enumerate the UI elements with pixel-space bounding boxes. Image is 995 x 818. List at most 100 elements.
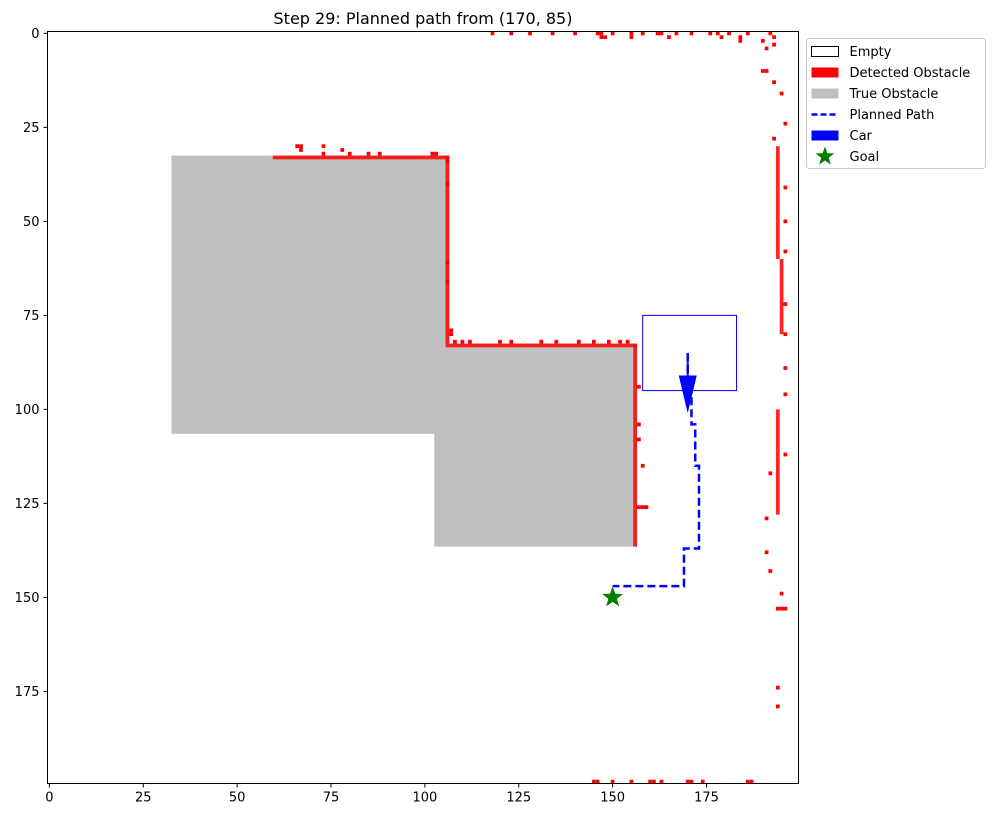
detected-obstacle-cell [640, 463, 645, 468]
x-tick-label: 25 [135, 791, 152, 806]
detected-obstacle-cell [434, 151, 439, 156]
detected-obstacle-cell [637, 437, 641, 442]
detected-obstacle-cell [629, 31, 634, 36]
detected-obstacle-cell [783, 606, 788, 611]
detected-obstacle-cell [591, 339, 596, 344]
detected-obstacle-cell [445, 181, 450, 186]
detected-obstacle-cell [640, 31, 645, 36]
detected-obstacle-cell [768, 471, 773, 476]
detected-obstacle-segment [445, 155, 450, 344]
detected-obstacle-cell [783, 219, 788, 224]
detected-obstacle-cell [445, 159, 450, 164]
detected-obstacle-cell [783, 249, 788, 254]
legend-handle-patch [811, 130, 839, 141]
detected-obstacle-cell [772, 42, 776, 47]
true-obstacle-region [434, 343, 638, 547]
detected-obstacle-cell [745, 31, 750, 36]
detected-obstacle-cell [295, 144, 300, 149]
detected-obstacle-cell [599, 35, 604, 40]
detected-obstacle-cell [749, 779, 754, 784]
detected-obstacle-cell [299, 144, 303, 149]
y-tick-label: 0 [31, 27, 39, 42]
y-tick-label: 50 [23, 215, 40, 230]
detected-obstacle-cell [708, 31, 713, 36]
detected-obstacle-cell [449, 332, 454, 337]
x-tick-label: 125 [506, 791, 531, 806]
detected-obstacle-cell [430, 151, 435, 156]
detected-obstacle-cell [738, 35, 743, 40]
detected-obstacle-segment [445, 343, 638, 348]
detected-obstacle-cell [764, 550, 769, 555]
detected-obstacle-cell [655, 31, 660, 36]
detected-obstacle-cell [719, 35, 724, 40]
legend-box [806, 38, 986, 169]
detected-obstacle-cell [772, 35, 776, 40]
detected-obstacle-cell [299, 148, 303, 152]
detected-obstacle-cell [640, 505, 645, 510]
goal-layer [602, 586, 624, 607]
detected-obstacle-cell [652, 779, 656, 784]
y-tick-label: 75 [23, 309, 40, 324]
y-tick-label: 125 [15, 497, 40, 512]
detected-obstacle-cell [659, 779, 664, 784]
legend-label: Car [850, 129, 873, 144]
detected-obstacle-cell [509, 339, 514, 344]
detected-obstacle-cell [644, 505, 649, 510]
detected-obstacle-cell [576, 339, 581, 344]
detected-obstacle-cell [637, 422, 641, 427]
detected-obstacle-cell [764, 516, 769, 521]
detected-obstacle-cell [321, 144, 326, 149]
detected-obstacle-cell [685, 779, 690, 784]
detected-obstacle-cell [659, 31, 664, 36]
detected-obstacle-cell [779, 606, 784, 611]
legend-label: Empty [850, 45, 892, 60]
x-tick-label: 0 [45, 791, 53, 806]
legend-handle-patch [811, 88, 839, 99]
y-tick-label: 150 [15, 591, 40, 606]
detected-obstacle-cell [468, 339, 472, 344]
detected-obstacle-cell [340, 148, 345, 152]
detected-obstacle-cell [783, 185, 788, 190]
true-obstacle-layer [171, 155, 638, 547]
legend-handle-empty [811, 46, 839, 57]
goal-marker [602, 586, 624, 607]
plot-area [47, 31, 799, 784]
detected-obstacle-segment [779, 258, 784, 335]
x-tick-label: 175 [694, 791, 719, 806]
x-tick-label: 75 [323, 791, 340, 806]
detected-obstacle-cell [445, 279, 450, 284]
detected-obstacle-segment [775, 146, 780, 259]
legend-handle-star [815, 146, 835, 165]
detected-obstacle-cell [637, 384, 641, 389]
legend: Empty Detected Obstacle True Obstacle Plann… [806, 38, 986, 169]
detected-obstacle-cell [610, 31, 615, 36]
y-tick-label: 175 [15, 685, 40, 700]
detected-obstacle-cell [528, 31, 532, 36]
car-heading-arrow [678, 375, 697, 414]
detected-obstacle-cell [629, 35, 634, 40]
detected-obstacle-cell [377, 151, 382, 156]
detected-obstacle-cell [738, 39, 743, 43]
detected-obstacle-cell [783, 302, 788, 306]
x-tick-label: 100 [412, 791, 437, 806]
detected-obstacle-cell [667, 35, 671, 40]
legend-label: True Obstacle [849, 87, 939, 102]
detected-obstacle-segment [633, 343, 638, 547]
detected-obstacle-cell [445, 260, 450, 265]
detected-obstacle-cell [595, 779, 600, 784]
detected-obstacle-cell [449, 328, 454, 333]
detected-obstacle-cell [599, 31, 604, 36]
detected-obstacle-cell [783, 332, 788, 337]
detected-obstacle-cell [453, 339, 457, 344]
detected-obstacle-cell [490, 31, 495, 36]
detected-obstacle-layer [272, 31, 788, 784]
legend-handle-patch [811, 67, 839, 78]
detected-obstacle-cell [610, 779, 615, 784]
detected-obstacle-cell [674, 31, 679, 36]
detected-obstacle-cell [648, 779, 653, 784]
planned-path-line [612, 352, 701, 588]
detected-obstacle-cell [768, 569, 773, 573]
detected-obstacle-cell [783, 452, 788, 457]
detected-obstacle-cell [347, 151, 352, 156]
detected-obstacle-cell [637, 505, 641, 510]
